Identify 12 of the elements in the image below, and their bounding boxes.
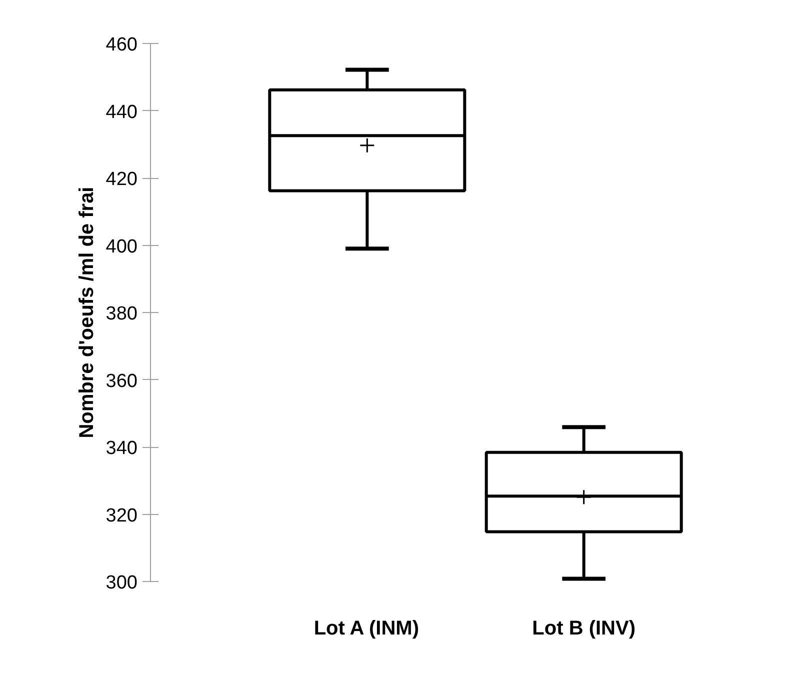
y-tick-label: 460 — [106, 34, 138, 56]
y-tick-label: 360 — [106, 370, 138, 392]
y-tick-label: 400 — [106, 236, 138, 258]
y-tick-label: 380 — [106, 304, 138, 324]
y-axis-title: Nombre d'oeufs /ml de frai — [76, 186, 98, 438]
y-tick-label: 300 — [106, 572, 138, 594]
y-tick-label: 340 — [106, 438, 138, 459]
x-tick-label: Lot B (INV) — [532, 618, 636, 640]
x-tick-label: Lot A (INM) — [314, 618, 420, 640]
y-tick-label: 320 — [106, 505, 138, 526]
y-tick-label: 440 — [106, 102, 138, 123]
y-tick-label: 420 — [106, 169, 138, 190]
